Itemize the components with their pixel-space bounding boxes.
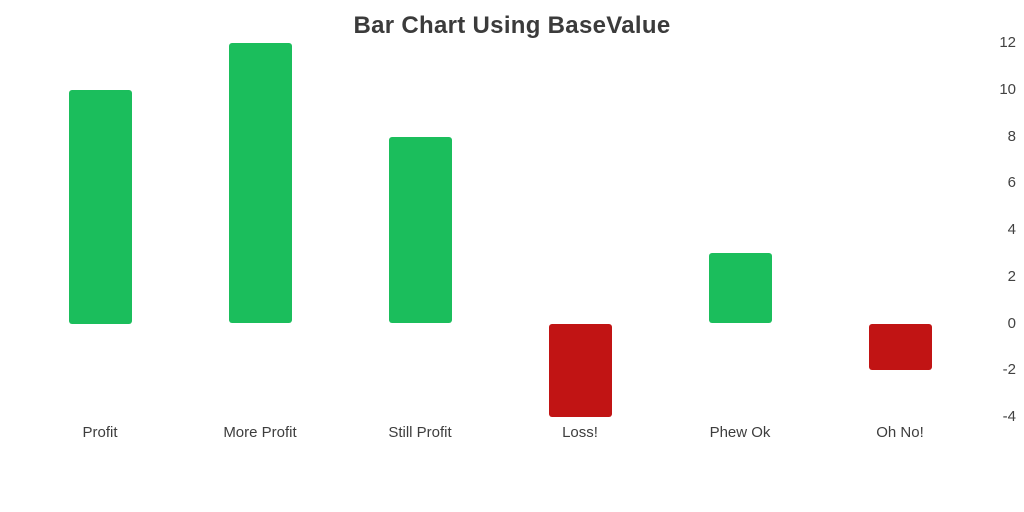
x-axis-label: Loss! bbox=[562, 424, 598, 441]
bar-loss[interactable] bbox=[548, 323, 612, 417]
bar-more-profit[interactable] bbox=[228, 43, 292, 324]
bar-phew-ok[interactable] bbox=[708, 253, 772, 324]
y-axis-tick-label: 8 bbox=[1007, 127, 1016, 145]
x-axis-label: Profit bbox=[82, 424, 118, 441]
bar-profit[interactable] bbox=[68, 90, 132, 324]
y-axis-tick-label: 0 bbox=[1007, 314, 1016, 332]
x-axis-label: Oh No! bbox=[876, 424, 924, 441]
y-axis-tick-label: 10 bbox=[999, 81, 1016, 98]
chart-title: Bar Chart Using BaseValue bbox=[353, 12, 671, 39]
x-axis-label: Phew Ok bbox=[709, 424, 771, 441]
bar-still-profit[interactable] bbox=[388, 136, 452, 324]
bar-oh-no[interactable] bbox=[868, 323, 932, 371]
x-axis-label: Still Profit bbox=[388, 424, 452, 441]
x-axis-label: More Profit bbox=[223, 424, 297, 441]
y-axis-tick-label: 12 bbox=[999, 34, 1016, 52]
y-axis-tick-label: -2 bbox=[1002, 361, 1016, 379]
y-axis-tick-label: -4 bbox=[1002, 407, 1016, 425]
y-axis-tick-label: 4 bbox=[1007, 221, 1016, 239]
y-axis-tick-label: 2 bbox=[1007, 267, 1016, 285]
y-axis-tick-label: 6 bbox=[1007, 174, 1016, 192]
